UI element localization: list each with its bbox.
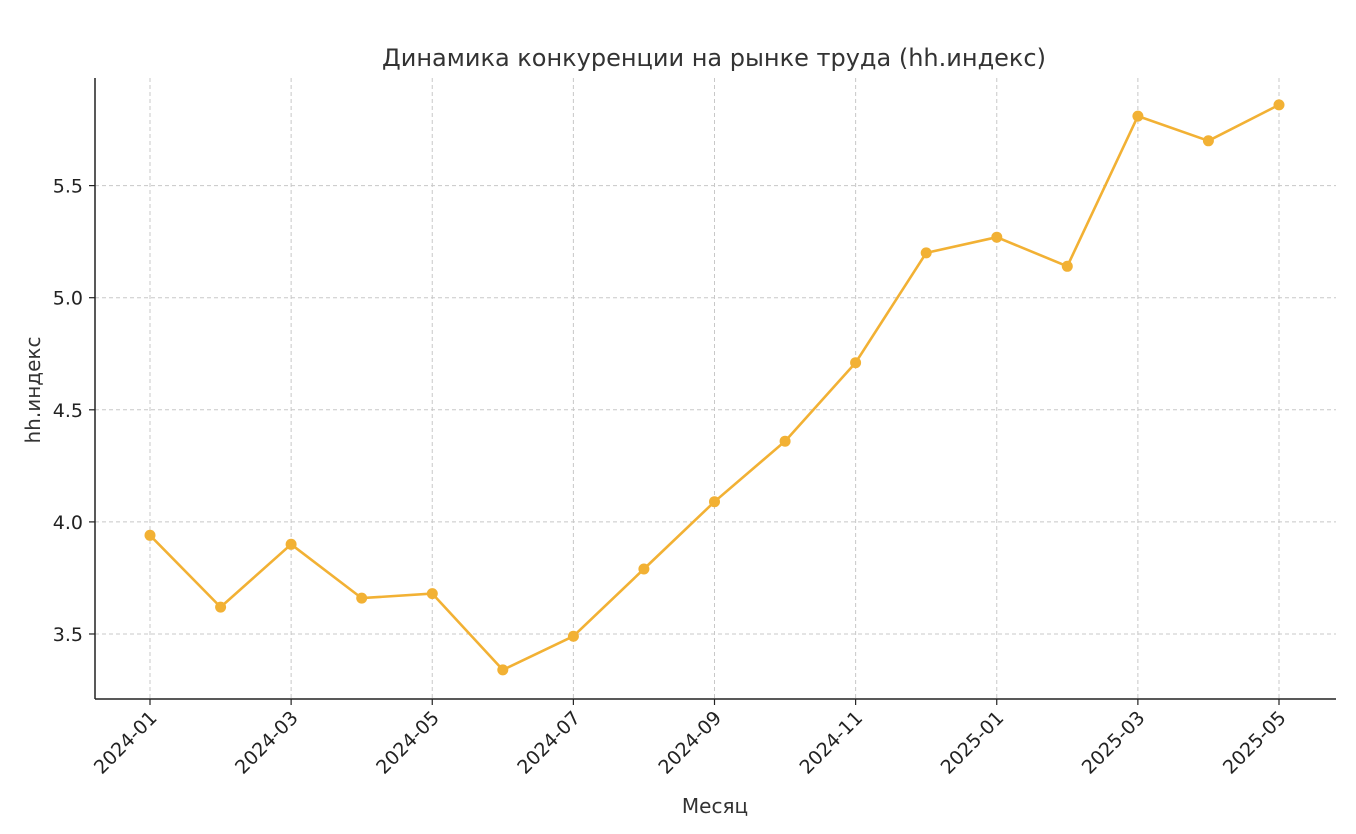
data-point (356, 592, 368, 604)
data-point (215, 601, 227, 613)
data-point (144, 529, 156, 541)
x-tick-label: 2024-03 (231, 707, 303, 779)
grid-lines (95, 78, 1336, 699)
x-tick-label: 2025-03 (1078, 707, 1150, 779)
data-point (426, 588, 438, 600)
x-axis-label: Месяц (682, 794, 748, 818)
data-point (638, 563, 650, 575)
data-point (1273, 99, 1285, 111)
y-tick-label: 5.5 (53, 176, 83, 198)
x-tick-label: 2024-01 (90, 707, 162, 779)
x-tick-label: 2025-05 (1219, 707, 1291, 779)
x-tick-label: 2024-05 (372, 707, 444, 779)
data-point (567, 630, 579, 642)
data-point (1061, 260, 1073, 272)
x-tick-label: 2025-01 (937, 707, 1009, 779)
axis-ticks: 2024-01 2024-03 2024-05 2024-07 2024-09 2024-… (53, 176, 1291, 779)
chart-title: Динамика конкуренции на рынке труда (hh.… (382, 44, 1046, 72)
data-point (285, 538, 297, 550)
x-tick-label: 2024-07 (513, 707, 585, 779)
x-tick-label: 2024-09 (654, 707, 726, 779)
data-point (709, 496, 720, 508)
data-point (1132, 110, 1144, 122)
y-tick-label: 4.5 (53, 400, 83, 422)
data-point (991, 231, 1003, 243)
y-axis-label: hh.индекс (21, 337, 45, 444)
data-point (779, 435, 791, 447)
x-tick-label: 2024-11 (795, 707, 867, 779)
y-tick-label: 3.5 (53, 624, 83, 646)
data-point (920, 247, 932, 259)
series-layer (144, 99, 1285, 676)
y-tick-label: 5.0 (53, 288, 83, 310)
data-point (850, 357, 862, 369)
data-point (1202, 135, 1214, 147)
data-point (497, 664, 509, 676)
y-tick-label: 4.0 (53, 512, 83, 534)
